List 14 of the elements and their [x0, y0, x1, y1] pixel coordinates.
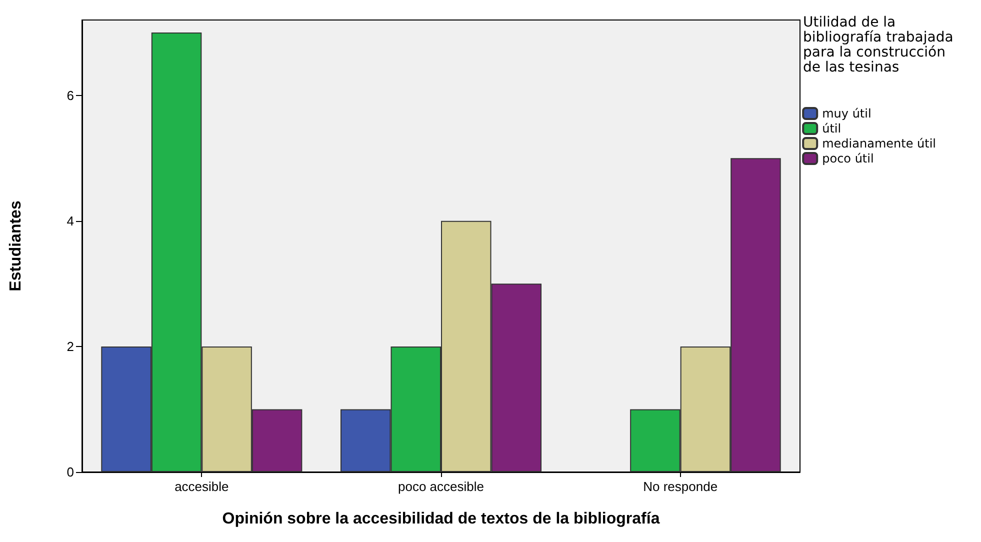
x-tick-label: accesible	[174, 479, 229, 494]
y-tick-label: 2	[66, 338, 74, 354]
legend-label: muy útil	[822, 106, 872, 120]
legend-label: poco útil	[822, 152, 874, 166]
x-tick-label: poco accesible	[398, 479, 484, 494]
y-tick-label: 6	[66, 88, 74, 103]
y-tick-label: 4	[66, 213, 74, 228]
y-tick-label: 0	[66, 464, 74, 480]
x-axis-title: Opinión sobre la accesibilidad de textos de la bibliografía	[222, 510, 660, 528]
legend-label: útil	[822, 122, 842, 136]
legend-title: Utilidad de la bibliografía trabajada para la construcción de las tesinas	[803, 14, 958, 76]
legend-label: medianamente útil	[822, 136, 936, 150]
y-axis-title: Estudiantes	[8, 200, 24, 292]
x-tick-label: No responde	[643, 479, 718, 494]
